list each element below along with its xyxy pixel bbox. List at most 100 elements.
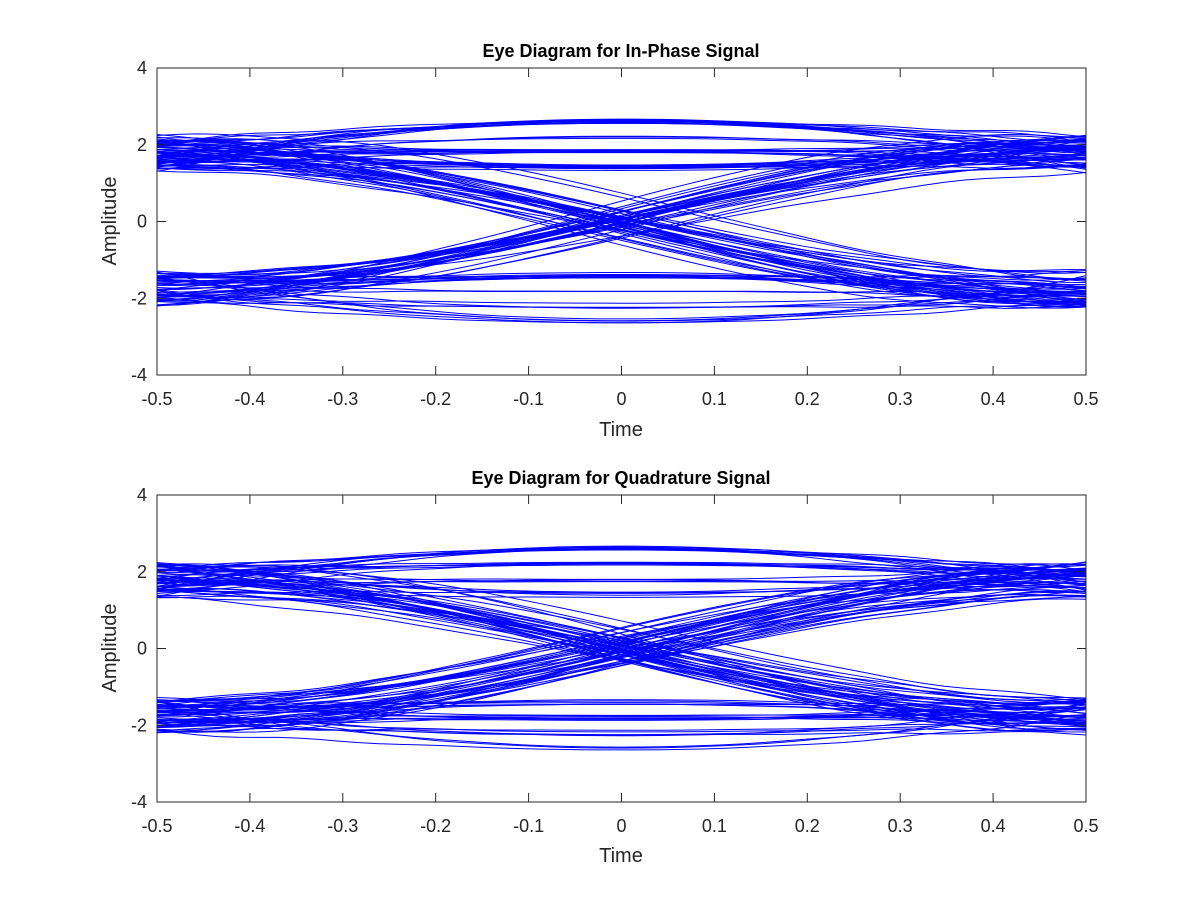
eye-trace [156, 569, 1087, 595]
eye-trace [156, 707, 1087, 749]
eye-trace [156, 167, 1087, 295]
eye-trace [156, 593, 1087, 734]
x-tick-label: -0.1 [513, 389, 544, 409]
eye-trace [156, 166, 1087, 301]
x-tick-label: -0.5 [141, 389, 172, 409]
eye-trace [156, 564, 1087, 710]
eye-trace [156, 574, 1087, 726]
eye-trace [156, 582, 1087, 714]
eye-trace [156, 563, 1087, 722]
y-tick-label: 2 [137, 135, 147, 155]
x-tick-label: -0.1 [513, 816, 544, 836]
quadrature-x-axis-label: Time [599, 845, 643, 867]
eye-trace [156, 278, 1087, 309]
eye-trace [156, 135, 1087, 168]
eye-trace [156, 564, 1087, 701]
eye-trace [156, 140, 1087, 170]
x-tick-label: 0 [616, 816, 626, 836]
x-tick-label: -0.2 [420, 389, 451, 409]
eye-trace [156, 148, 1087, 284]
eye-trace [156, 565, 1087, 706]
x-tick-label: 0.2 [795, 389, 820, 409]
quadrature-eye-plot: -0.5 -0.4 -0.3 -0.2 -0.1 0 0.1 0.2 0.3 0.4 0.5 -4 -2… [99, 468, 1099, 867]
eye-trace [156, 588, 1087, 710]
eye-trace [156, 703, 1087, 719]
x-tick-label: 0.5 [1073, 816, 1098, 836]
eye-trace [156, 154, 1087, 299]
eye-trace [156, 548, 1087, 593]
eye-trace [156, 146, 1087, 306]
eye-trace [156, 701, 1087, 748]
in-phase-x-axis-label: Time [599, 419, 643, 441]
quadrature-ticks: -0.5 -0.4 -0.3 -0.2 -0.1 0 0.1 0.2 0.3 0.4 0.5 -4 -2… [131, 485, 1099, 836]
y-tick-label: -2 [131, 288, 147, 308]
eye-trace [156, 587, 1087, 723]
in-phase-eye-plot: -0.5 -0.4 -0.3 -0.2 -0.1 0 0.1 0.2 0.3 0.4 0.5 -4 -2… [99, 41, 1099, 441]
y-tick-label: -4 [131, 792, 147, 812]
eye-trace [156, 301, 1087, 324]
eye-trace [156, 120, 1087, 172]
x-tick-label: -0.4 [234, 816, 265, 836]
in-phase-y-axis-label: Amplitude [99, 177, 121, 266]
x-tick-label: -0.5 [141, 816, 172, 836]
eye-trace [156, 549, 1087, 586]
eye-trace [156, 152, 1087, 309]
y-tick-label: -4 [131, 365, 147, 385]
y-tick-label: 2 [137, 562, 147, 582]
quadrature-y-axis-label: Amplitude [99, 604, 121, 693]
y-tick-label: 0 [137, 639, 147, 659]
eye-trace [156, 704, 1087, 722]
quadrature-traces [156, 545, 1087, 751]
eye-trace [156, 563, 1087, 575]
eye-trace [156, 720, 1087, 736]
eye-trace [156, 145, 1087, 296]
x-tick-label: -0.2 [420, 816, 451, 836]
x-tick-label: -0.3 [327, 816, 358, 836]
eye-trace [156, 289, 1087, 295]
eye-trace [156, 572, 1087, 586]
eye-trace [156, 586, 1087, 713]
x-tick-label: 0.4 [981, 816, 1006, 836]
quadrature-chart-title: Eye Diagram for Quadrature Signal [471, 468, 770, 488]
x-tick-label: 0.4 [981, 389, 1006, 409]
eye-trace [156, 147, 1087, 166]
eye-trace [156, 563, 1087, 596]
eye-trace [156, 700, 1087, 727]
in-phase-traces [156, 118, 1087, 324]
eye-trace [156, 272, 1087, 303]
eye-trace [156, 138, 1087, 282]
eye-trace [156, 147, 1087, 279]
eye-trace [156, 598, 1087, 712]
eye-trace [156, 275, 1087, 305]
eye-trace [156, 583, 1087, 707]
eye-trace [156, 715, 1087, 727]
eye-trace [156, 121, 1087, 165]
eye-trace [156, 119, 1087, 166]
eye-trace [156, 149, 1087, 290]
eye-trace [156, 568, 1087, 708]
x-tick-label: -0.4 [234, 389, 265, 409]
eye-trace [156, 164, 1087, 304]
eye-trace [156, 149, 1087, 276]
eye-trace [156, 139, 1087, 168]
x-tick-label: 0.3 [888, 389, 913, 409]
eye-trace [156, 296, 1087, 309]
y-tick-label: 0 [137, 212, 147, 232]
x-tick-label: 0 [616, 389, 626, 409]
in-phase-ticks: -0.5 -0.4 -0.3 -0.2 -0.1 0 0.1 0.2 0.3 0.4 0.5 -4 -2… [131, 58, 1099, 409]
eye-trace [156, 574, 1087, 717]
x-tick-label: 0.5 [1073, 389, 1098, 409]
y-tick-label: -2 [131, 715, 147, 735]
eye-trace [156, 562, 1087, 590]
eye-trace [156, 575, 1087, 713]
x-tick-label: 0.1 [702, 389, 727, 409]
eye-trace [156, 707, 1087, 734]
x-tick-label: 0.2 [795, 816, 820, 836]
eye-trace [156, 271, 1087, 322]
eye-trace [156, 581, 1087, 722]
in-phase-chart-title: Eye Diagram for In-Phase Signal [482, 41, 759, 61]
eye-trace [156, 700, 1087, 716]
eye-trace [156, 566, 1087, 725]
x-tick-label: -0.3 [327, 389, 358, 409]
